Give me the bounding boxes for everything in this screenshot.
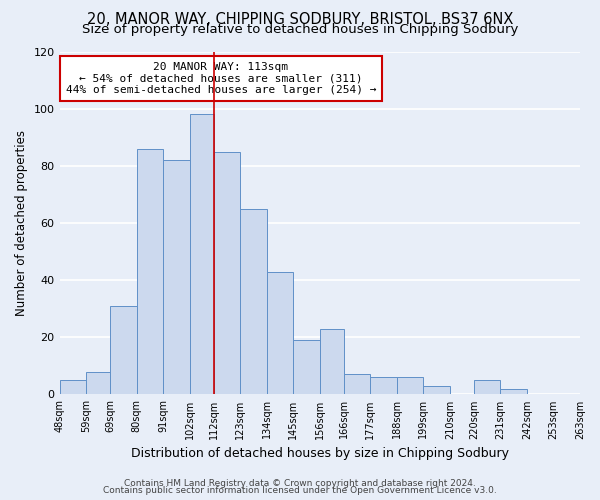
Bar [214,152,240,394]
Bar [59,380,86,394]
Text: Contains public sector information licensed under the Open Government Licence v3: Contains public sector information licen… [103,486,497,495]
Bar [424,386,450,394]
Bar [500,388,527,394]
Bar [344,374,370,394]
Text: 20 MANOR WAY: 113sqm
← 54% of detached houses are smaller (311)
44% of semi-deta: 20 MANOR WAY: 113sqm ← 54% of detached h… [65,62,376,95]
Bar [474,380,500,394]
Y-axis label: Number of detached properties: Number of detached properties [15,130,28,316]
Bar [86,372,110,394]
Bar [397,378,424,394]
X-axis label: Distribution of detached houses by size in Chipping Sodbury: Distribution of detached houses by size … [131,447,509,460]
Bar [110,306,137,394]
Text: Size of property relative to detached houses in Chipping Sodbury: Size of property relative to detached ho… [82,22,518,36]
Bar [370,378,397,394]
Bar [163,160,190,394]
Bar [293,340,320,394]
Bar [137,148,163,394]
Bar [240,208,267,394]
Bar [190,114,214,394]
Text: 20, MANOR WAY, CHIPPING SODBURY, BRISTOL, BS37 6NX: 20, MANOR WAY, CHIPPING SODBURY, BRISTOL… [87,12,513,28]
Bar [320,328,344,394]
Bar [267,272,293,394]
Text: Contains HM Land Registry data © Crown copyright and database right 2024.: Contains HM Land Registry data © Crown c… [124,478,476,488]
